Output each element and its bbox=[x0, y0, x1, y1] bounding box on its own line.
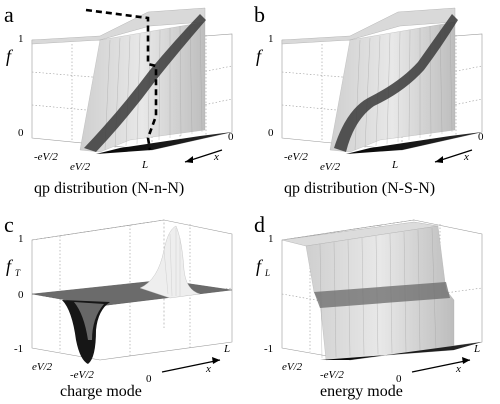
energy-tick-neg: -eV/2 bbox=[284, 151, 308, 163]
x-axis-arrowhead bbox=[462, 357, 470, 364]
surface-ridge bbox=[84, 14, 206, 152]
dashed-profile-line bbox=[85, 8, 158, 151]
surface-shoulder bbox=[314, 282, 450, 308]
panel-letter: c bbox=[4, 212, 14, 237]
y-tick-mid: 0 bbox=[18, 289, 24, 301]
x-axis-label: x bbox=[213, 151, 219, 163]
y-tick-bottom: -1 bbox=[14, 343, 23, 355]
x-axis-label: x bbox=[455, 363, 461, 375]
y-tick-top: 1 bbox=[18, 33, 24, 45]
surface-peak-up bbox=[139, 225, 201, 299]
y-tick-bottom: 0 bbox=[18, 127, 24, 139]
x-tick-start: 0 bbox=[478, 131, 484, 143]
energy-tick-pos: eV/2 bbox=[282, 361, 303, 373]
energy-tick-neg: -eV/2 bbox=[34, 151, 58, 163]
panel-caption: energy mode bbox=[320, 383, 403, 400]
y-tick-bottom: 0 bbox=[268, 127, 274, 139]
panel-a bbox=[31, 7, 233, 163]
surface-dip-sheen bbox=[74, 302, 104, 340]
x-axis-label: x bbox=[205, 363, 211, 375]
surface-mesh-lines bbox=[163, 228, 181, 297]
panel-caption: qp distribution (N-n-N) bbox=[34, 180, 184, 197]
panel-letter: a bbox=[4, 2, 14, 27]
x-axis-arrowhead bbox=[435, 156, 443, 163]
x-axis-arrow bbox=[411, 359, 471, 373]
panel-c bbox=[31, 219, 233, 373]
panel-caption: charge mode bbox=[60, 383, 142, 400]
x-axis-arrowhead bbox=[212, 357, 220, 364]
energy-tick-pos: eV/2 bbox=[70, 161, 91, 173]
surface-floor bbox=[346, 132, 482, 154]
x-tick-start: 0 bbox=[228, 131, 234, 143]
x-axis-arrow bbox=[161, 359, 221, 373]
surface-zero-plane bbox=[31, 279, 233, 307]
y-tick-top: 1 bbox=[268, 33, 274, 45]
energy-tick-pos: eV/2 bbox=[320, 161, 341, 173]
y-tick-top: 1 bbox=[268, 233, 274, 245]
x-tick-start: 0 bbox=[146, 373, 152, 385]
panel-d bbox=[281, 219, 483, 373]
panel-letter: b bbox=[254, 2, 265, 27]
panel-letter: d bbox=[254, 212, 265, 237]
y-axis-label: f bbox=[6, 46, 14, 66]
x-tick-end: L bbox=[391, 159, 398, 171]
energy-tick-neg: -eV/2 bbox=[70, 369, 94, 381]
y-tick-top: 1 bbox=[18, 233, 24, 245]
x-tick-start: 0 bbox=[396, 373, 402, 385]
x-tick-end: L bbox=[223, 343, 230, 355]
x-axis-label: x bbox=[463, 151, 469, 163]
surface-ridge bbox=[334, 14, 458, 152]
energy-tick-pos: eV/2 bbox=[32, 361, 53, 373]
x-axis-arrowhead bbox=[185, 156, 193, 163]
energy-tick-neg: -eV/2 bbox=[320, 369, 344, 381]
y-axis-label: f bbox=[256, 46, 264, 66]
y-axis-label-subscript: T bbox=[15, 268, 21, 278]
y-tick-bottom: -1 bbox=[264, 343, 273, 355]
surface-floor bbox=[96, 132, 232, 154]
panel-b bbox=[281, 7, 483, 163]
surface-dip-down bbox=[62, 300, 110, 364]
panel-caption: qp distribution (N-S-N) bbox=[284, 180, 435, 197]
y-axis-label-subscript: L bbox=[264, 268, 270, 278]
y-axis-label: f bbox=[6, 256, 14, 276]
x-tick-end: L bbox=[473, 343, 480, 355]
x-tick-end: L bbox=[141, 159, 148, 171]
y-axis-label: f bbox=[256, 256, 264, 276]
